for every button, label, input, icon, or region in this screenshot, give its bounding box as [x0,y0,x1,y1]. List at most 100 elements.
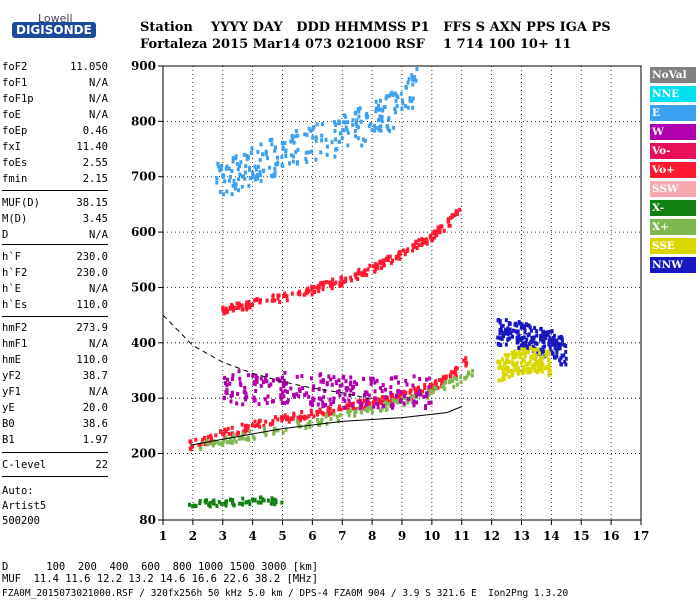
echo-point [363,138,367,143]
echo-point [243,385,247,390]
echo-point [218,189,222,194]
echo-point [379,261,383,266]
echo-point [230,169,234,174]
echo-point [497,318,501,323]
param-value: 110.0 [76,299,108,311]
param-key: B0 [2,418,15,430]
echo-point [246,435,250,440]
echo-point [225,390,229,395]
echo-point [364,404,368,409]
echo-point [504,318,508,323]
echo-point [301,385,305,390]
echo-point [207,502,211,507]
echo-point [317,420,321,425]
echo-point [364,402,368,407]
echo-point [440,384,444,389]
echo-point [230,302,234,307]
echo-point [334,379,338,384]
echo-point [293,134,297,139]
echo-point [381,383,385,388]
param-key: B1 [2,434,15,446]
echo-point [194,503,198,508]
echo-point [360,143,364,148]
echo-point [379,98,383,103]
echo-point [335,147,339,152]
echo-point [538,351,542,356]
echo-point [270,499,274,504]
echo-point [386,117,390,122]
x-tick-label: 13 [513,529,530,543]
echo-point [404,378,408,383]
echo-point [346,130,350,135]
echo-point [289,153,293,158]
echo-point [428,235,432,240]
echo-point [225,440,229,445]
echo-point [368,406,372,411]
param-key: M(D) [2,213,28,225]
echo-point [367,124,371,129]
echo-point [374,401,378,406]
echo-point [515,330,519,335]
echo-point [219,167,223,172]
echo-point [317,285,321,290]
echo-point [347,409,351,414]
ionogram-chart: 1 2 3 4 5 6 7 8 9 10 11 12 13 14 15 16 17802003004005006… [131,59,649,543]
param-divider [2,316,108,317]
echo-point [373,262,377,267]
echo-point [379,128,383,133]
echo-point [444,375,448,380]
echo-point [330,382,334,387]
echo-point [343,392,347,397]
param-key: h`Es [2,299,28,311]
echo-point [306,286,310,291]
echo-point [382,105,386,110]
echo-point [377,103,381,108]
auto-program: Artist5 [2,500,47,512]
x-tick-label: 9 [398,529,406,543]
echo-point [538,359,542,364]
echo-point [321,287,325,292]
echo-point [248,305,252,310]
param-row: yE 20.0 [2,401,108,415]
echo-point [363,393,367,398]
echo-point [427,376,431,381]
echo-point [264,419,268,424]
echo-point [432,387,436,392]
echo-point [345,127,349,132]
echo-point [409,395,413,400]
echo-point [388,254,392,259]
echo-point [448,378,452,383]
echo-point [521,367,525,372]
echo-point [444,379,448,384]
echo-point [539,356,543,361]
echo-point [310,411,314,416]
echo-point [262,168,266,173]
param-divider [2,244,108,245]
param-row: D N/A [2,228,108,242]
echo-point [228,497,232,502]
echo-point [329,411,333,416]
echo-point [337,119,341,124]
footer-file-info: FZA0M_2015073021000.RSF / 320fx256h 50 k… [2,588,569,599]
echo-point [281,416,285,421]
echo-point [221,173,225,178]
echo-point [350,278,354,283]
echo-point [539,333,543,338]
echo-point [356,276,360,281]
echo-point [223,381,227,386]
y-tick-label: 800 [131,114,156,128]
echo-point [522,370,526,375]
echo-point [497,378,501,383]
echo-point [227,166,231,171]
echo-point [313,290,317,295]
echo-point [329,416,333,421]
echo-point [521,351,525,356]
echo-point [240,502,244,507]
param-key: foEp [2,125,28,137]
echo-point [408,98,412,103]
echo-point [361,137,365,142]
echo-point [411,105,415,110]
echo-point [370,410,374,415]
series-3rd-hop [215,67,419,197]
echo-point [343,114,347,119]
